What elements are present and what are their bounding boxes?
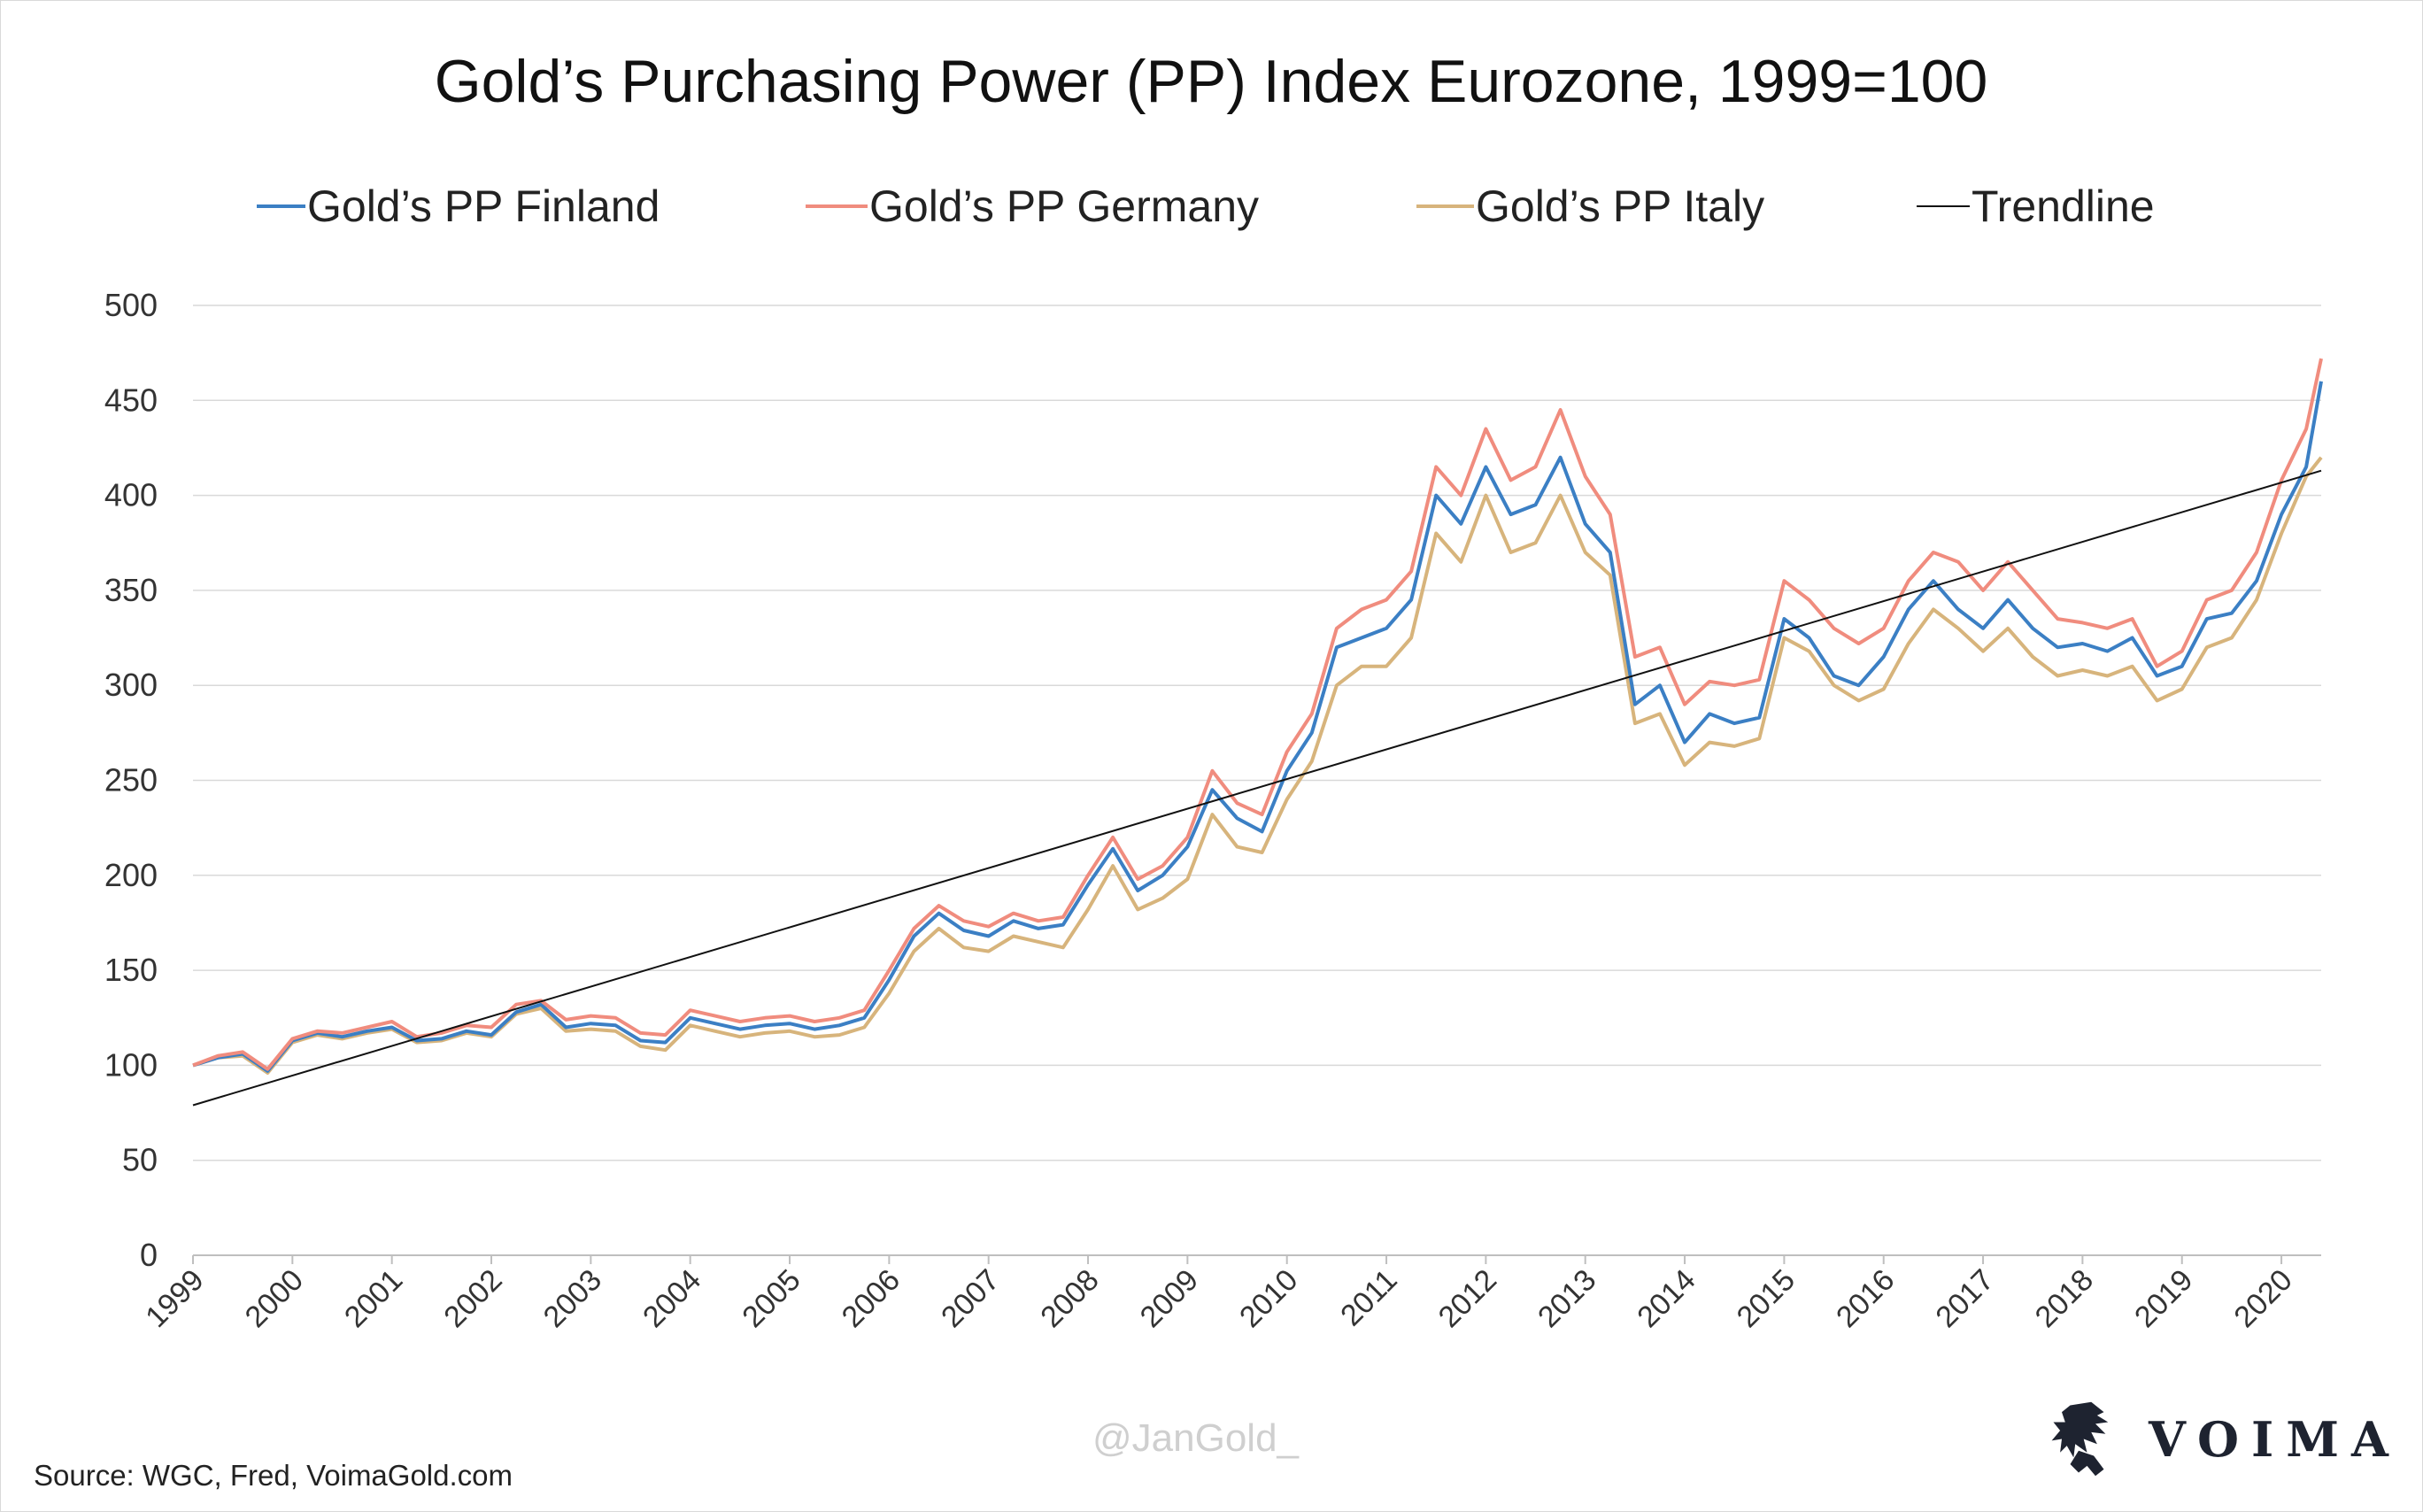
x-tick-label: 2003 [537,1263,608,1334]
y-tick-label: 300 [104,667,158,703]
y-tick-label: 100 [104,1046,158,1083]
y-tick-label: 150 [104,952,158,988]
lion-icon [2051,1401,2109,1477]
x-tick-label: 2006 [836,1263,907,1334]
x-tick-label: 2010 [1233,1263,1304,1334]
brand-logo: VOIMA [2045,1397,2401,1481]
x-tick-label: 2018 [2029,1263,2100,1334]
series-line-trendline [192,469,2322,1107]
y-tick-label: 400 [104,477,158,513]
x-tick-label: 2012 [1432,1263,1503,1334]
x-tick-label: 2009 [1134,1263,1205,1334]
x-tick-label: 2008 [1034,1263,1105,1334]
y-tick-label: 50 [122,1142,158,1178]
chart-title: Gold’s Purchasing Power (PP) Index Euroz… [435,48,1988,115]
x-tick-label: 2019 [2128,1263,2199,1334]
x-tick-label: 2016 [1830,1263,1901,1334]
x-tick-label: 2001 [338,1263,409,1334]
x-tick-label: 2000 [239,1263,310,1334]
legend-label-finland: Gold’s PP Finland [307,181,660,231]
series-line-germany [192,358,2323,1071]
x-tick-label: 2007 [935,1263,1006,1334]
y-tick-label: 200 [104,857,158,893]
brand-name: VOIMA [2149,1410,2401,1468]
y-axis-ticks: 0 50 100 150 200 250 300 350 400 450 500 [104,287,158,1273]
y-tick-label: 450 [104,382,158,418]
series-line-finland [192,381,2323,1073]
x-tick-label: 2002 [437,1263,508,1334]
y-tick-label: 500 [104,287,158,323]
series-line-italy [192,456,2323,1075]
x-tick-label: 1999 [139,1263,210,1334]
legend-label-italy: Gold’s PP Italy [1476,181,1764,231]
legend-label-trendline: Trendline [1972,181,2155,231]
x-tick-label: 2020 [2227,1263,2298,1334]
grid [193,305,2321,1256]
watermark: @JanGold_ [1092,1416,1300,1460]
x-tick-label: 2017 [1929,1263,2000,1334]
y-tick-label: 0 [140,1237,158,1273]
legend: Gold’s PP Finland Gold’s PP Germany Gold… [257,181,2155,231]
x-tick-label: 2004 [637,1263,707,1334]
legend-label-germany: Gold’s PP Germany [869,181,1259,231]
x-tick-label: 2014 [1631,1263,1702,1334]
x-tick-label: 2015 [1731,1263,1802,1334]
y-tick-label: 250 [104,762,158,798]
x-tick-label: 2013 [1532,1263,1602,1334]
x-axis-ticks: 1999 2000 2001 2002 2003 2004 2005 2006 2007 2008… [139,1255,2299,1334]
x-tick-label: 2011 [1334,1263,1404,1333]
y-tick-label: 350 [104,572,158,608]
x-tick-label: 2005 [736,1263,806,1334]
series-lines [192,358,2323,1107]
source-note: Source: WGC, Fred, VoimaGold.com [34,1459,513,1492]
